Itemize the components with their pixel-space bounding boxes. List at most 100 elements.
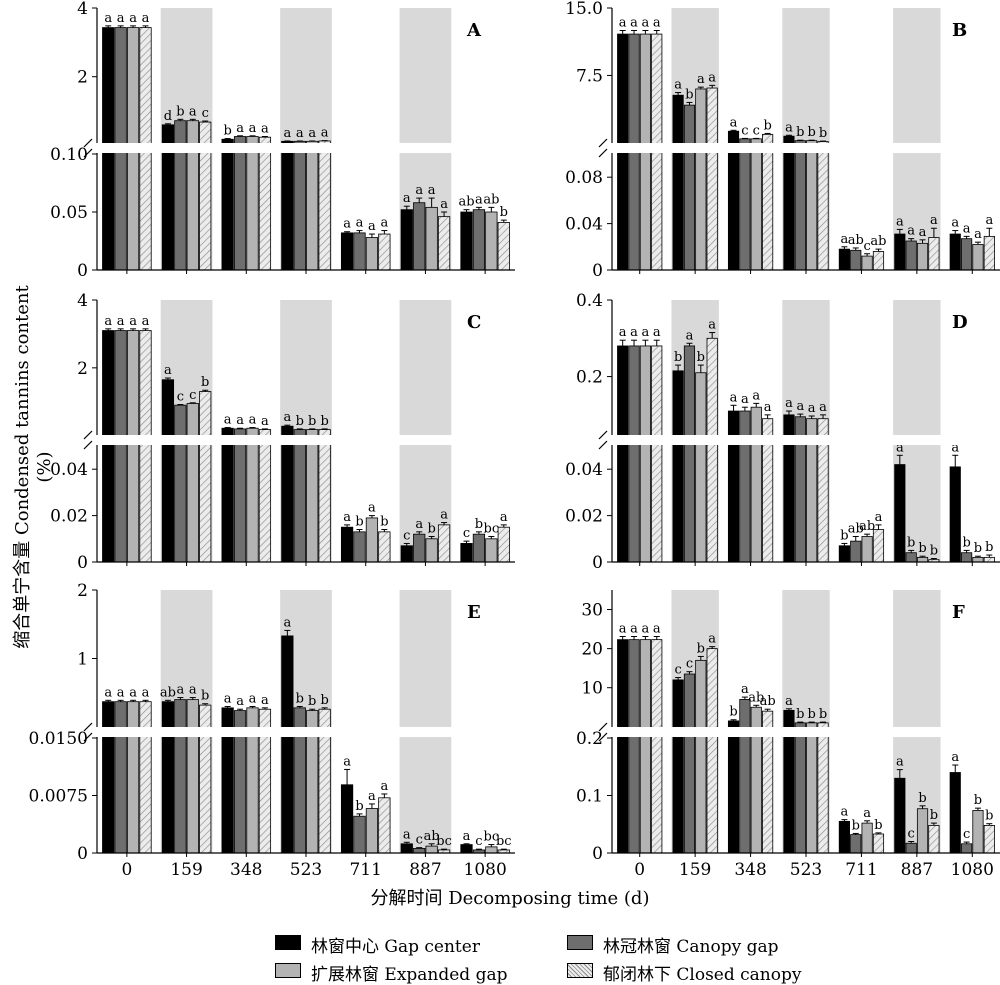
bar-gap-center: [894, 464, 906, 563]
significance-letter: a: [896, 755, 904, 770]
significance-letter: b: [697, 641, 705, 656]
significance-letter: a: [368, 501, 376, 516]
significance-letter: a: [630, 325, 638, 340]
bar-expanded-gap: [306, 429, 319, 563]
significance-letter: b: [729, 705, 737, 720]
panel-label: B: [952, 20, 967, 41]
significance-letter: a: [283, 410, 291, 425]
significance-letter: b: [674, 350, 682, 365]
bar-gap-center: [672, 370, 684, 563]
significance-letter: b: [355, 515, 363, 530]
bar-canopy-gap: [905, 552, 917, 563]
significance-letter: a: [896, 214, 904, 229]
significance-letter: b: [796, 707, 804, 722]
bar-gap-center: [340, 232, 354, 271]
bar-canopy-gap: [233, 428, 247, 563]
significance-letter: a: [403, 827, 411, 842]
bar-expanded-gap: [639, 345, 651, 563]
x-tick-label: 887: [901, 860, 933, 880]
panel-label: C: [467, 312, 481, 333]
bar-expanded-gap: [861, 822, 873, 854]
axis-break-mark: [598, 138, 608, 148]
significance-letter: b: [808, 707, 816, 722]
legend-label: 扩展林窗 Expanded gap: [311, 965, 508, 985]
significance-letter: ab: [848, 233, 864, 248]
bar-expanded-gap: [695, 88, 707, 271]
bar-closed-canopy: [651, 345, 663, 563]
significance-letter: a: [440, 197, 448, 212]
bar-closed-canopy: [706, 337, 718, 563]
y-tick-label: 20: [581, 640, 603, 660]
significance-letter: bc: [496, 834, 512, 849]
axis-break-band: [81, 727, 517, 737]
significance-letter: ab: [859, 519, 875, 534]
bar-expanded-gap: [916, 242, 929, 271]
significance-letter: a: [343, 754, 351, 769]
significance-letter: a: [500, 510, 508, 525]
bar-expanded-gap: [972, 556, 984, 563]
significance-letter: b: [500, 205, 508, 220]
significance-letter: b: [308, 414, 316, 429]
bar-canopy-gap: [413, 848, 426, 854]
significance-letter: c: [463, 526, 470, 541]
significance-letter: b: [427, 521, 435, 536]
significance-letter: b: [697, 350, 705, 365]
panel-a: a a a ad b a cb a a a a a a aa a a aaa aa ab a abb2400.050.1…: [50, 0, 517, 281]
significance-letter: a: [224, 691, 232, 706]
bar-closed-canopy: [983, 556, 995, 563]
axis-break-band: [596, 435, 1000, 445]
legend-label: 林窗中心 Gap center: [311, 937, 480, 957]
significance-letter: a: [963, 221, 971, 236]
x-tick-label: 887: [409, 860, 441, 880]
significance-letter: bc: [484, 521, 500, 536]
significance-letter: a: [653, 325, 661, 340]
significance-letter: a: [841, 232, 849, 247]
bar-gap-center: [281, 635, 294, 854]
significance-letter: b: [819, 126, 827, 141]
bar-closed-canopy: [378, 233, 391, 271]
bar-closed-canopy: [983, 825, 995, 854]
significance-letter: b: [201, 689, 209, 704]
bar-canopy-gap: [293, 140, 306, 271]
bar-closed-canopy: [706, 648, 718, 854]
significance-letter: a: [296, 126, 304, 141]
bar-expanded-gap: [695, 659, 707, 854]
legend-label: 郁闭林下 Closed canopy: [603, 965, 802, 985]
significance-letter: b: [962, 535, 970, 550]
significance-letter: a: [104, 685, 112, 700]
significance-letter: a: [380, 216, 388, 231]
significance-letter: d: [164, 109, 172, 124]
significance-letter: a: [708, 318, 716, 333]
axis-break-band: [81, 435, 517, 445]
y-tick-label: 0: [77, 261, 88, 281]
significance-letter: a: [741, 392, 749, 407]
bar-canopy-gap: [905, 240, 917, 271]
bar-expanded-gap: [695, 372, 707, 563]
bar-expanded-gap: [246, 427, 259, 563]
significance-letter: a: [785, 120, 793, 135]
y-tick-label: 0.08: [565, 168, 603, 188]
significance-letter: a: [764, 400, 772, 415]
significance-letter: a: [697, 72, 705, 87]
significance-letter: a: [415, 517, 423, 532]
legend-swatch-expanded-gap: [275, 963, 301, 978]
significance-letter: a: [951, 750, 959, 765]
bar-gap-center: [838, 545, 850, 563]
significance-letter: a: [752, 388, 760, 403]
bar-expanded-gap: [186, 699, 199, 854]
axis-break-mark: [83, 722, 93, 732]
bar-canopy-gap: [905, 842, 917, 854]
significance-letter: a: [896, 440, 904, 455]
significance-letter: c: [863, 239, 870, 254]
significance-letter: a: [919, 225, 927, 240]
bar-gap-center: [221, 138, 234, 271]
significance-letter: a: [129, 685, 137, 700]
significance-letter: a: [261, 414, 269, 429]
bar-gap-center: [281, 140, 294, 271]
significance-letter: a: [642, 15, 650, 30]
x-tick-label: 0: [634, 860, 645, 880]
significance-letter: a: [642, 622, 650, 637]
